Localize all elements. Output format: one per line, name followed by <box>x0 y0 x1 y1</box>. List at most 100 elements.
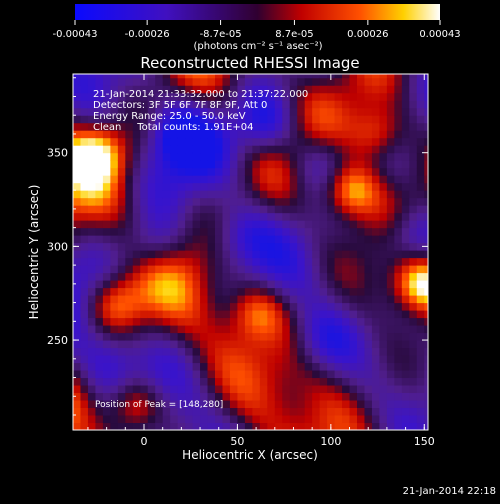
heatmap-cell <box>379 122 388 131</box>
heatmap-cell <box>386 302 395 311</box>
annotation-block: 21-Jan-2014 21:33:32.000 to 21:37:22.000… <box>93 89 308 133</box>
heatmap-cell <box>259 190 268 199</box>
heatmap-cell <box>319 130 328 139</box>
heatmap-cell <box>274 250 283 259</box>
heatmap-cell <box>312 152 321 161</box>
heatmap-cell <box>80 295 89 304</box>
heatmap-cell <box>200 197 209 206</box>
heatmap-cell <box>304 152 313 161</box>
heatmap-cell <box>424 355 428 364</box>
heatmap-cell <box>349 122 358 131</box>
heatmap-cell <box>371 152 380 161</box>
heatmap-cell <box>401 407 410 416</box>
heatmap-cell <box>282 74 291 79</box>
heatmap-cell <box>237 257 246 266</box>
heatmap-cell <box>379 295 388 304</box>
heatmap-cell <box>259 392 268 401</box>
heatmap-cell <box>386 407 395 416</box>
heatmap-cell <box>140 190 149 199</box>
heatmap-cell <box>132 197 141 206</box>
heatmap-cell <box>102 130 111 139</box>
heatmap-cell <box>319 392 328 401</box>
heatmap-cell <box>110 175 119 184</box>
heatmap-cell <box>342 115 351 124</box>
heatmap-cell <box>401 100 410 109</box>
heatmap-cell <box>334 347 343 356</box>
heatmap-cell <box>147 400 156 409</box>
heatmap-cell <box>252 212 261 221</box>
heatmap-cell <box>416 257 425 266</box>
heatmap-cell <box>409 160 418 169</box>
heatmap-cell <box>87 122 96 131</box>
heatmap-cell <box>192 92 201 101</box>
heatmap-cell <box>334 377 343 386</box>
heatmap-cell <box>229 362 238 371</box>
heatmap-cell <box>297 385 306 394</box>
heatmap-cell <box>327 227 336 236</box>
heatmap-cell <box>125 310 134 319</box>
heatmap-cell <box>87 227 96 236</box>
heatmap-cell <box>364 377 373 386</box>
heatmap-cell <box>342 377 351 386</box>
heatmap-cell <box>155 85 164 94</box>
heatmap-cell <box>274 332 283 341</box>
heatmap-cell <box>394 77 403 86</box>
heatmap-cell <box>200 377 209 386</box>
heatmap-cell <box>319 422 328 430</box>
heatmap-cell <box>274 325 283 334</box>
heatmap-cell <box>162 167 171 176</box>
heatmap-cell <box>357 272 365 281</box>
heatmap-cell <box>297 392 306 401</box>
heatmap-cell <box>327 190 336 199</box>
heatmap-cell <box>207 212 216 221</box>
heatmap-cell <box>222 137 231 146</box>
heatmap-cell <box>110 287 119 296</box>
heatmap-cell <box>416 182 425 191</box>
heatmap-cell <box>222 340 231 349</box>
heatmap-cell <box>110 332 119 341</box>
heatmap-cell <box>200 137 209 146</box>
heatmap-cell <box>147 227 156 236</box>
heatmap-cell <box>401 220 410 229</box>
heatmap-cell <box>132 317 141 326</box>
heatmap-cell <box>155 220 164 229</box>
heatmap-cell <box>162 340 171 349</box>
heatmap-cell <box>409 107 418 116</box>
heatmap-cell <box>87 415 96 424</box>
heatmap-cell <box>349 272 358 281</box>
heatmap-cell <box>222 332 231 341</box>
heatmap-cell <box>222 130 231 139</box>
heatmap-cell <box>73 205 81 214</box>
heatmap-cell <box>110 377 119 386</box>
heatmap-cell <box>349 152 358 161</box>
heatmap-cell <box>274 145 283 154</box>
heatmap-cell <box>304 137 313 146</box>
heatmap-cell <box>177 347 186 356</box>
heatmap-cell <box>117 400 126 409</box>
heatmap-cell <box>237 250 246 259</box>
heatmap-cell <box>379 347 388 356</box>
heatmap-cell <box>334 212 343 221</box>
heatmap-cell <box>342 280 351 289</box>
heatmap-cell <box>424 347 428 356</box>
heatmap-cell <box>342 145 351 154</box>
heatmap-cell <box>357 197 365 206</box>
heatmap-cell <box>304 415 313 424</box>
heatmap-cell <box>371 295 380 304</box>
heatmap-cell <box>401 422 410 430</box>
heatmap-cell <box>394 392 403 401</box>
heatmap-cell <box>170 242 179 251</box>
heatmap-cell <box>125 265 134 274</box>
heatmap-cell <box>125 280 134 289</box>
heatmap-cell <box>282 265 291 274</box>
heatmap-cell <box>177 310 186 319</box>
heatmap-cell <box>409 310 418 319</box>
heatmap-cell <box>312 310 321 319</box>
heatmap-cell <box>215 122 223 131</box>
heatmap-cell <box>170 265 179 274</box>
heatmap-cell <box>416 85 425 94</box>
heatmap-cell <box>185 347 194 356</box>
heatmap-cell <box>349 92 358 101</box>
heatmap-cell <box>117 392 126 401</box>
heatmap-cell <box>80 227 89 236</box>
